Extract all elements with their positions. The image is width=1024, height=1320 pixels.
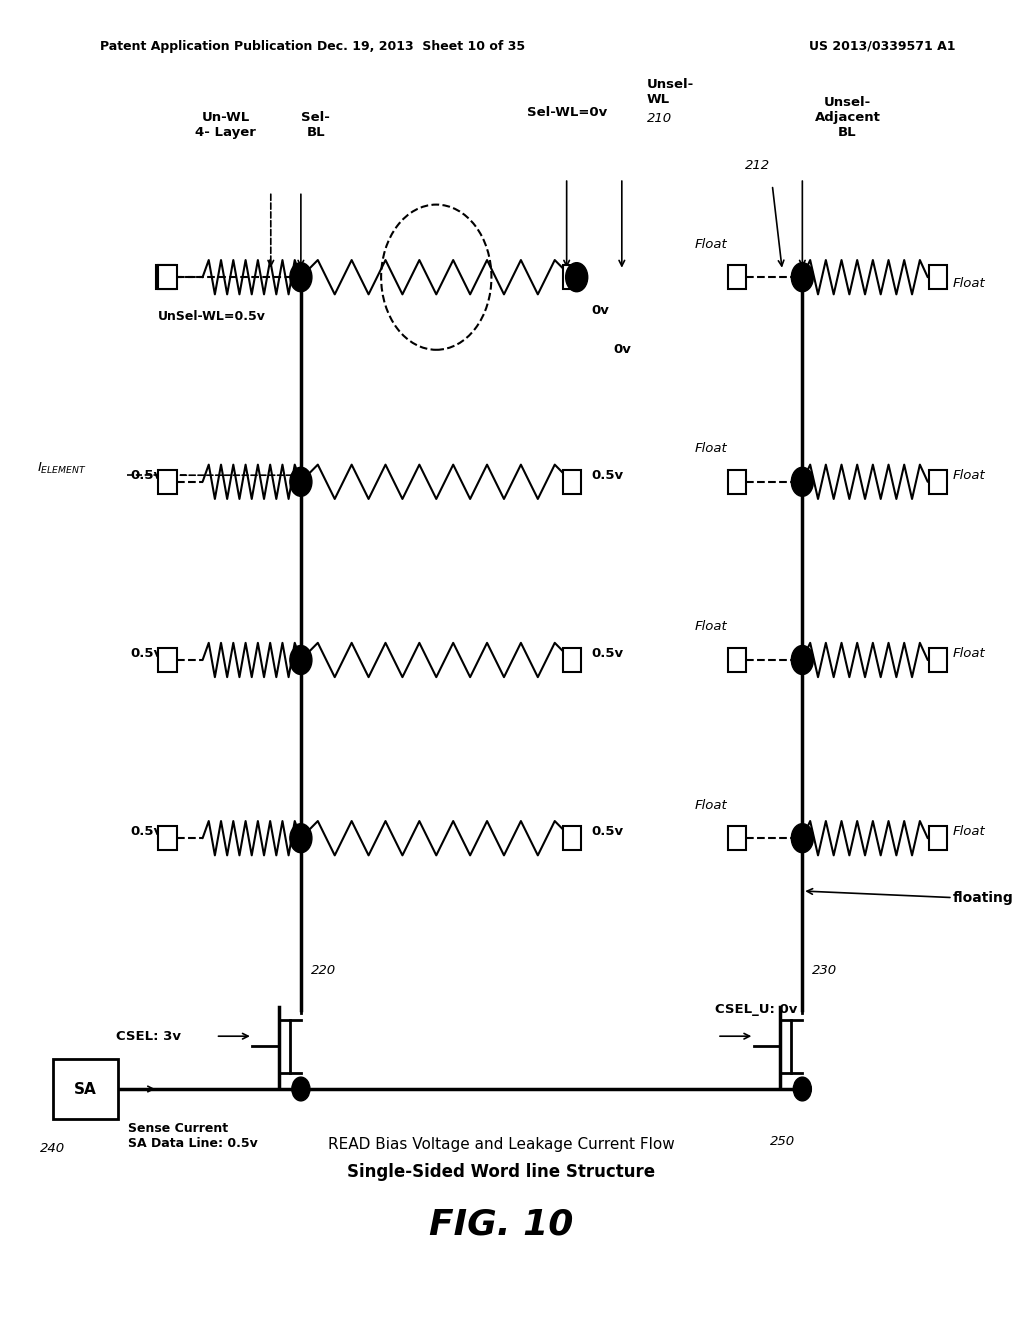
Bar	[52, 1059, 118, 1119]
Circle shape	[292, 1077, 310, 1101]
Bar	[159, 265, 176, 289]
Circle shape	[290, 263, 312, 292]
Text: floating: floating	[952, 891, 1014, 904]
Text: 250: 250	[770, 1135, 795, 1148]
Circle shape	[290, 467, 312, 496]
Bar	[929, 470, 947, 494]
Text: Sel-WL=0v: Sel-WL=0v	[526, 106, 607, 119]
Text: CSEL_U: 0v: CSEL_U: 0v	[715, 1003, 798, 1016]
Text: 212: 212	[744, 158, 770, 172]
Bar	[562, 648, 581, 672]
Text: Float: Float	[952, 469, 985, 482]
Text: $I_{ELEMENT}$: $I_{ELEMENT}$	[38, 461, 87, 477]
Circle shape	[792, 467, 813, 496]
Bar	[157, 265, 174, 289]
Bar	[159, 470, 176, 494]
Circle shape	[792, 263, 813, 292]
Text: 0.5v: 0.5v	[130, 469, 163, 482]
Text: Unsel-
Adjacent
BL: Unsel- Adjacent BL	[814, 95, 881, 139]
Text: 0.5v: 0.5v	[130, 825, 163, 838]
Text: SA: SA	[74, 1081, 96, 1097]
Bar	[929, 648, 947, 672]
Text: Float: Float	[952, 647, 985, 660]
Text: Patent Application Publication: Patent Application Publication	[100, 40, 312, 53]
Text: 0.5v: 0.5v	[130, 647, 163, 660]
Text: 0.5v: 0.5v	[592, 647, 624, 660]
Text: Unsel-
WL: Unsel- WL	[647, 78, 694, 106]
Text: UnSel-WL=0.5v: UnSel-WL=0.5v	[158, 310, 265, 323]
Bar	[929, 826, 947, 850]
Circle shape	[792, 645, 813, 675]
Text: 0v: 0v	[613, 343, 631, 356]
Bar	[159, 826, 176, 850]
Text: FIG. 10: FIG. 10	[429, 1208, 573, 1242]
Bar	[728, 826, 746, 850]
Text: Un-WL
4- Layer: Un-WL 4- Layer	[196, 111, 256, 139]
Circle shape	[290, 824, 312, 853]
Text: Float: Float	[694, 620, 727, 634]
Text: 220: 220	[311, 964, 336, 977]
Text: Single-Sided Word line Structure: Single-Sided Word line Structure	[347, 1163, 655, 1181]
Text: US 2013/0339571 A1: US 2013/0339571 A1	[809, 40, 955, 53]
Text: READ Bias Voltage and Leakage Current Flow: READ Bias Voltage and Leakage Current Fl…	[328, 1137, 675, 1152]
Circle shape	[290, 645, 312, 675]
Bar	[728, 470, 746, 494]
Text: 210: 210	[647, 112, 672, 125]
Bar	[728, 265, 746, 289]
Text: Float: Float	[694, 799, 727, 812]
Text: 0.5v: 0.5v	[592, 469, 624, 482]
Bar	[562, 265, 581, 289]
Text: Float: Float	[694, 238, 727, 251]
Bar	[159, 648, 176, 672]
Bar	[562, 826, 581, 850]
Circle shape	[794, 1077, 811, 1101]
Bar	[929, 265, 947, 289]
Text: Float: Float	[952, 825, 985, 838]
Bar	[728, 648, 746, 672]
Text: 0v: 0v	[592, 304, 609, 317]
Text: Dec. 19, 2013  Sheet 10 of 35: Dec. 19, 2013 Sheet 10 of 35	[317, 40, 525, 53]
Text: Float: Float	[952, 277, 985, 290]
Text: 230: 230	[812, 964, 838, 977]
Text: Float: Float	[694, 442, 727, 455]
Text: 240: 240	[40, 1142, 66, 1155]
Text: Sel-
BL: Sel- BL	[301, 111, 331, 139]
Circle shape	[565, 263, 588, 292]
Text: CSEL: 3v: CSEL: 3v	[116, 1030, 180, 1043]
Circle shape	[792, 824, 813, 853]
Text: Sense Current
SA Data Line: 0.5v: Sense Current SA Data Line: 0.5v	[128, 1122, 258, 1150]
Text: 0.5v: 0.5v	[592, 825, 624, 838]
Bar	[562, 470, 581, 494]
